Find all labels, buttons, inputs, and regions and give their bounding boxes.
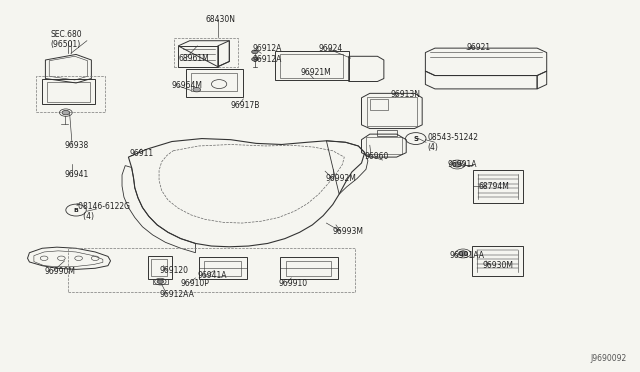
Text: 68430N: 68430N xyxy=(205,15,235,24)
Text: 96964M: 96964M xyxy=(172,81,203,90)
Bar xyxy=(280,54,343,78)
Text: 96993M: 96993M xyxy=(333,227,364,236)
Circle shape xyxy=(157,280,164,283)
Text: 96912A: 96912A xyxy=(253,55,282,64)
Bar xyxy=(36,76,105,112)
Text: 96990M: 96990M xyxy=(44,267,75,276)
Bar xyxy=(191,73,237,91)
Bar xyxy=(285,261,332,276)
Circle shape xyxy=(453,162,462,167)
Bar xyxy=(204,261,241,276)
Bar xyxy=(367,97,417,126)
Text: 96921M: 96921M xyxy=(301,68,332,77)
Text: 96912A: 96912A xyxy=(253,44,282,53)
Text: 96913N: 96913N xyxy=(390,90,420,99)
Bar xyxy=(366,137,402,154)
Text: 96930M: 96930M xyxy=(483,261,514,270)
Text: B: B xyxy=(74,208,79,212)
Text: 68961M: 68961M xyxy=(178,54,209,62)
Text: 96941A: 96941A xyxy=(197,271,227,280)
Text: J9690092: J9690092 xyxy=(590,354,627,363)
Text: SEC.680
(96501): SEC.680 (96501) xyxy=(51,30,82,49)
Text: 96960: 96960 xyxy=(365,152,389,161)
Bar xyxy=(370,99,388,110)
Circle shape xyxy=(252,57,258,61)
Bar xyxy=(275,51,349,80)
Circle shape xyxy=(459,251,467,256)
Text: 96941: 96941 xyxy=(65,170,89,179)
Text: 96924: 96924 xyxy=(319,44,343,52)
Text: 96911: 96911 xyxy=(130,149,154,158)
Circle shape xyxy=(62,110,70,115)
Text: 96991AA: 96991AA xyxy=(450,251,484,260)
Text: 96917B: 96917B xyxy=(230,101,260,110)
Text: 96910P: 96910P xyxy=(180,279,210,288)
Text: 68794M: 68794M xyxy=(478,182,509,190)
Text: 96991A: 96991A xyxy=(448,160,477,169)
Text: 96992M: 96992M xyxy=(325,174,356,183)
Text: S: S xyxy=(413,135,419,142)
Text: 96912AA: 96912AA xyxy=(159,290,194,299)
Text: 969120: 969120 xyxy=(159,266,188,275)
Text: 96938: 96938 xyxy=(65,141,89,151)
Circle shape xyxy=(252,50,258,54)
Text: 96921: 96921 xyxy=(467,42,491,51)
Circle shape xyxy=(193,87,200,92)
Bar xyxy=(47,82,90,102)
Bar xyxy=(68,248,355,292)
Text: 08543-51242
(4): 08543-51242 (4) xyxy=(428,132,478,152)
Bar xyxy=(152,259,168,276)
Text: ³08146-6122G
   (4): ³08146-6122G (4) xyxy=(76,202,131,221)
Bar xyxy=(174,38,238,67)
Text: 969910: 969910 xyxy=(278,279,308,288)
